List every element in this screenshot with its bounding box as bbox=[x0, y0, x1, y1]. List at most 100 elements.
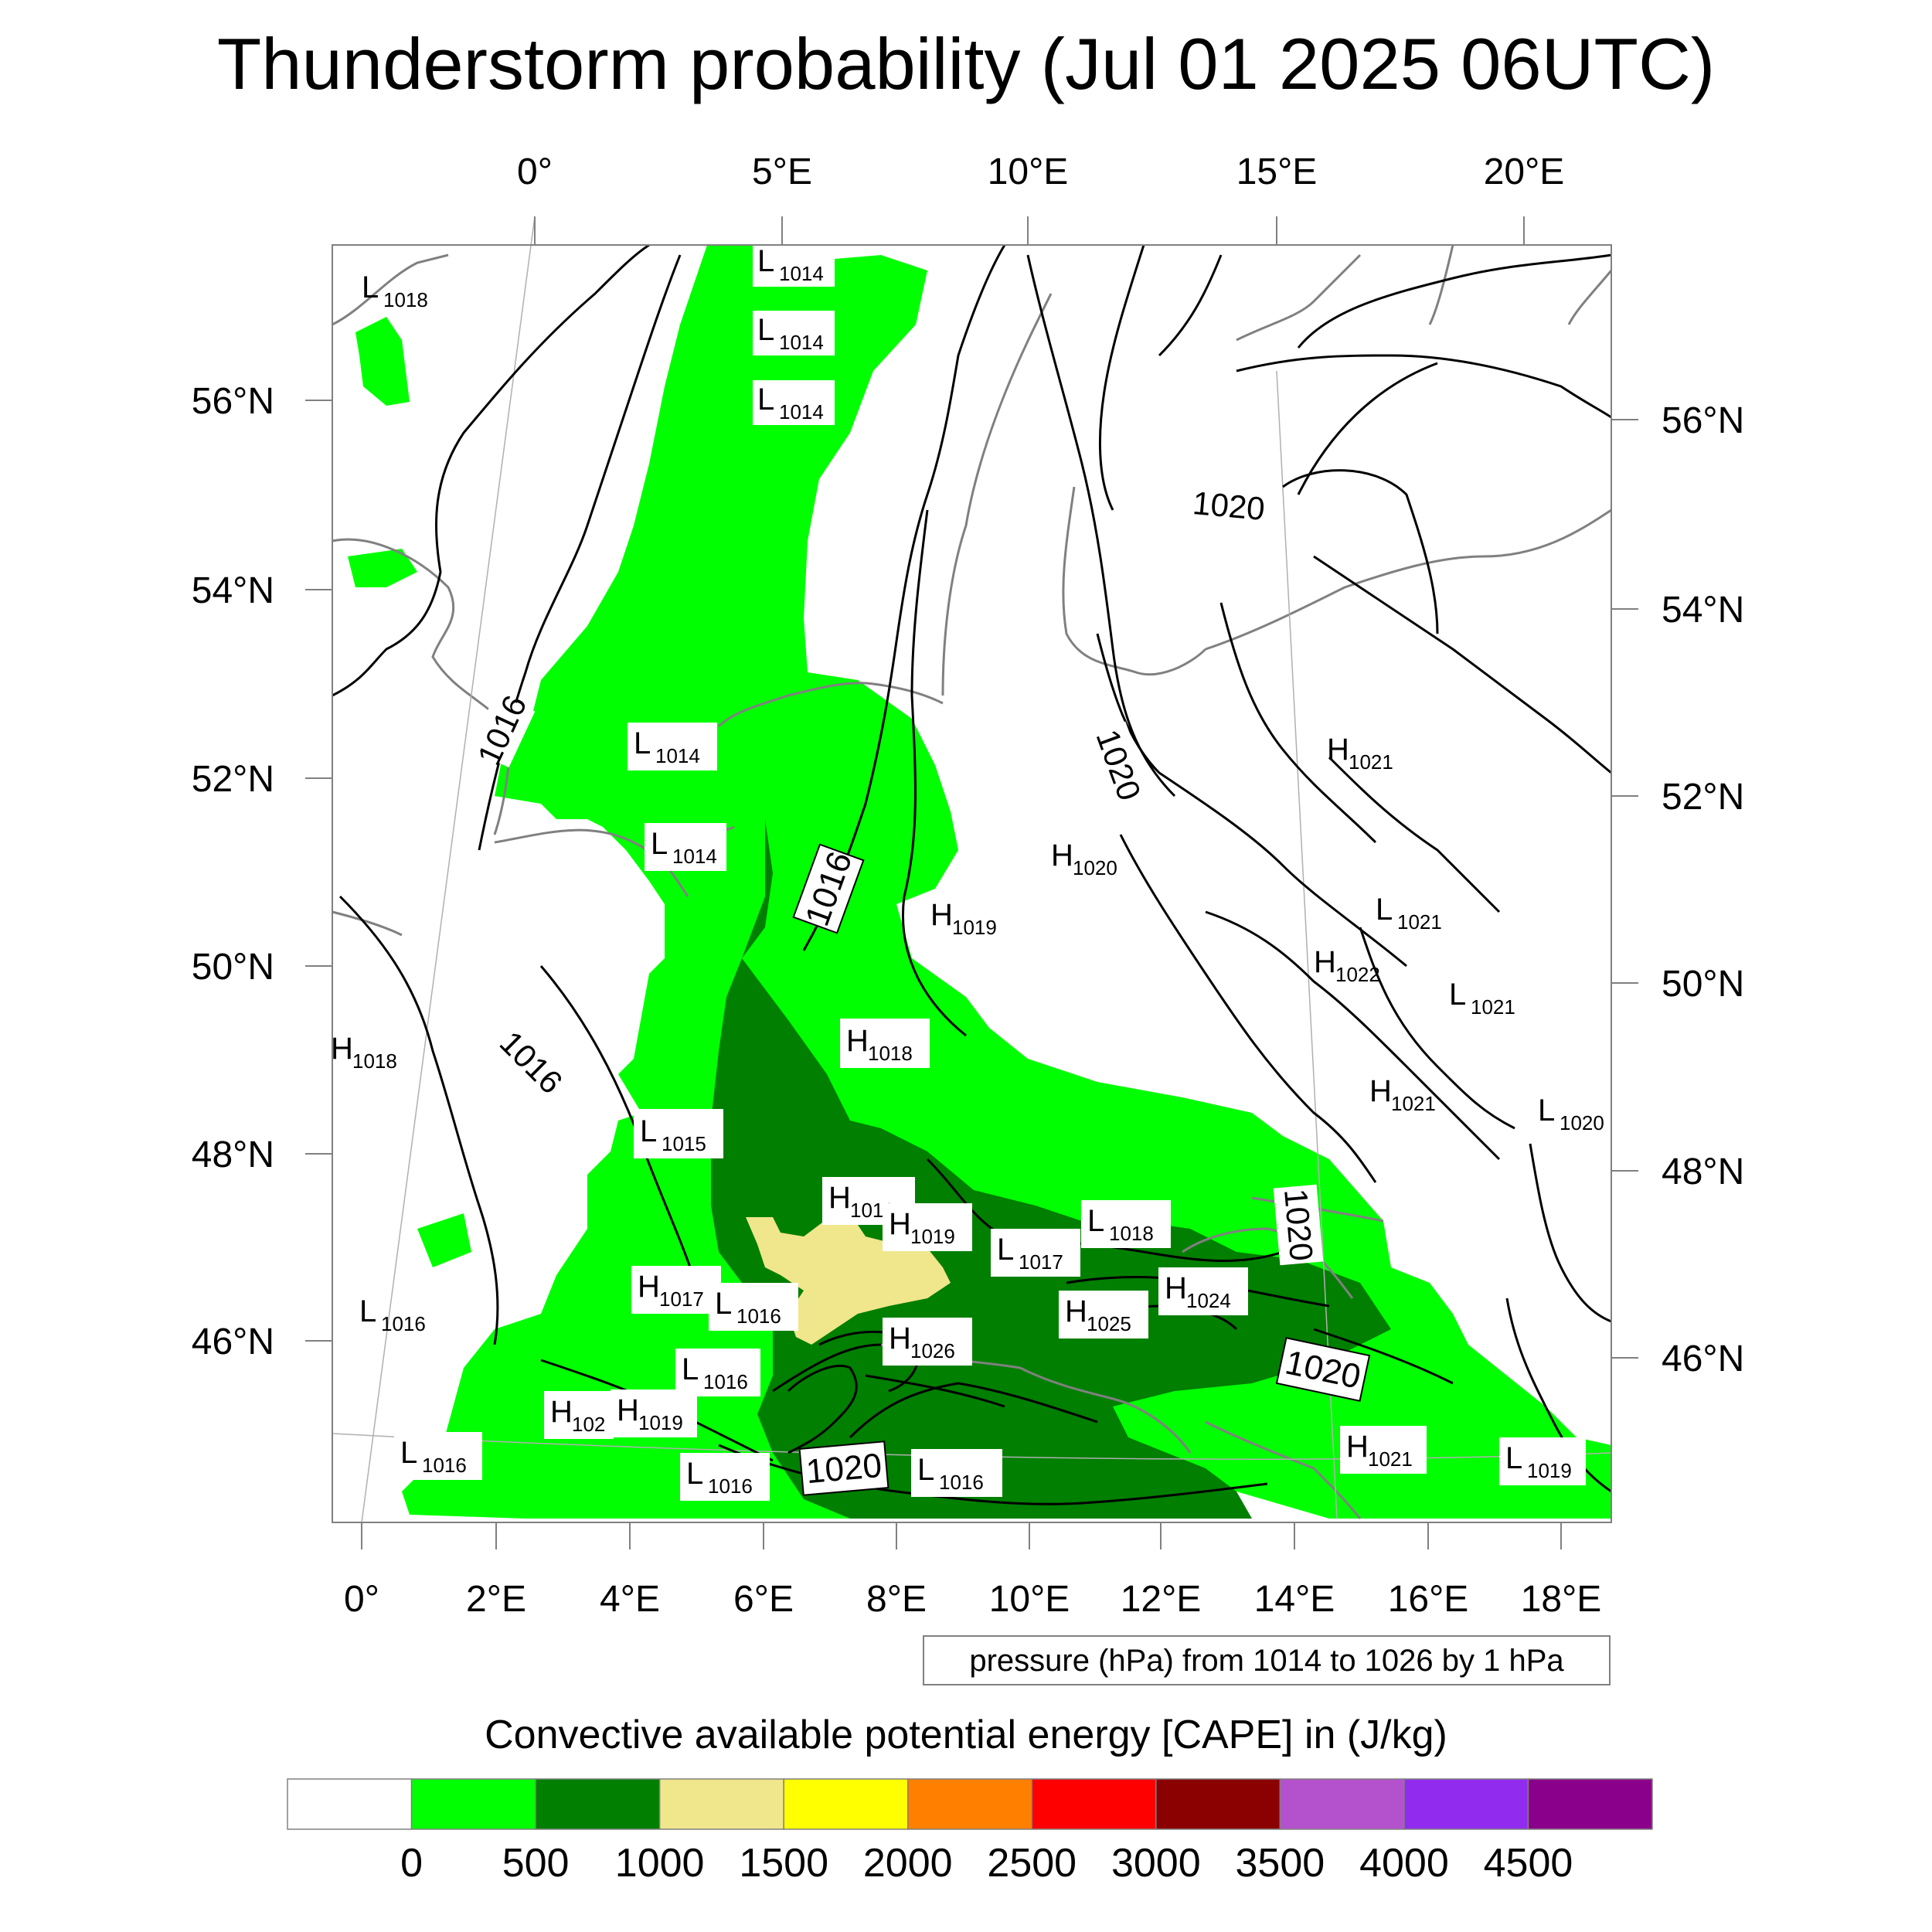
bottom-lon-label: 6°E bbox=[733, 1579, 794, 1620]
pressure-center-value: 1018 bbox=[1109, 1222, 1154, 1245]
colorbar-label: 3000 bbox=[1111, 1841, 1201, 1886]
pressure-center: H 1018 bbox=[331, 1032, 397, 1073]
left-lat-label: 50°N bbox=[192, 947, 274, 988]
right-latitude-labels: 56°N 54°N 52°N 50°N 48°N 46°N bbox=[1662, 400, 1744, 1379]
pressure-center: H 1019 bbox=[930, 898, 997, 939]
colorbar-swatch bbox=[1279, 1778, 1405, 1830]
pressure-center-type: L bbox=[400, 1436, 417, 1470]
pressure-center-type: H bbox=[1327, 733, 1349, 767]
pressure-center-value: 1014 bbox=[779, 400, 824, 423]
pressure-center-value: 1018 bbox=[868, 1042, 913, 1065]
cape-field-0-500-uk bbox=[348, 317, 471, 1267]
pressure-center-type: H bbox=[638, 1270, 660, 1304]
bottom-lon-label: 4°E bbox=[600, 1579, 660, 1620]
pressure-center-value: 102 bbox=[572, 1413, 605, 1436]
pressure-center-type: L bbox=[1538, 1094, 1555, 1128]
pressure-center-type: H bbox=[828, 1181, 851, 1215]
colorbar-label: 2000 bbox=[863, 1841, 953, 1886]
colorbar-label: 4500 bbox=[1484, 1841, 1573, 1886]
pressure-center-value: 1018 bbox=[352, 1049, 397, 1073]
top-lon-label: 0° bbox=[517, 151, 553, 192]
pressure-center: L 1014 bbox=[753, 380, 835, 425]
pressure-center: H 102 bbox=[544, 1391, 614, 1439]
colorbar-swatch bbox=[658, 1778, 784, 1830]
colorbar-labels: 0 500 1000 1500 2000 2500 3000 3500 4000 4500 bbox=[400, 1841, 1573, 1886]
left-lat-label: 48°N bbox=[192, 1134, 274, 1175]
pressure-center-type: L bbox=[715, 1287, 732, 1321]
pressure-center-value: 1019 bbox=[952, 916, 997, 939]
pressure-center-value: 1019 bbox=[638, 1411, 683, 1434]
bottom-lon-label: 0° bbox=[344, 1579, 379, 1620]
colorbar-swatch bbox=[410, 1778, 536, 1830]
pressure-center-type: L bbox=[362, 270, 379, 304]
pressure-center-type: L bbox=[997, 1233, 1014, 1267]
pressure-center: H 1026 bbox=[883, 1318, 972, 1366]
colorbar-label: 2500 bbox=[987, 1841, 1077, 1886]
pressure-center-type: H bbox=[889, 1321, 911, 1355]
pressure-center-value: 1021 bbox=[1391, 1092, 1436, 1115]
pressure-center: L 1014 bbox=[753, 311, 835, 355]
pressure-center-value: 1014 bbox=[655, 744, 700, 767]
colorbar-swatch bbox=[535, 1778, 661, 1830]
pressure-center: H 1021 bbox=[1369, 1074, 1436, 1115]
pressure-center-value: 1021 bbox=[1397, 910, 1442, 934]
pressure-center: H 1020 bbox=[1051, 838, 1117, 879]
isobar-label: 1020 bbox=[1188, 481, 1270, 532]
pressure-center: H 1025 bbox=[1059, 1291, 1148, 1338]
pressure-center-type: H bbox=[550, 1395, 573, 1429]
pressure-center-value: 1016 bbox=[939, 1471, 984, 1494]
pressure-center-value: 1017 bbox=[1019, 1250, 1063, 1274]
colorbar-label: 1000 bbox=[615, 1841, 705, 1886]
pressure-center-type: L bbox=[757, 244, 774, 278]
axis-ticks bbox=[305, 216, 1638, 1549]
pressure-center-value: 1020 bbox=[1560, 1111, 1604, 1134]
pressure-center: H 1018 bbox=[840, 1019, 930, 1068]
pressure-center-value: 1026 bbox=[910, 1339, 955, 1362]
isobar-label-text: 1020 bbox=[1277, 1187, 1320, 1262]
pressure-center-type: L bbox=[686, 1457, 703, 1491]
isobar-label: 1020 bbox=[1084, 721, 1152, 809]
pressure-center: L 1020 bbox=[1538, 1094, 1604, 1134]
map-area: 1016 1016 1016 1020 1020 1020 bbox=[305, 216, 1638, 1549]
left-lat-label: 52°N bbox=[192, 759, 274, 800]
top-lon-label: 10°E bbox=[988, 151, 1069, 192]
pressure-center-value: 1014 bbox=[672, 845, 717, 868]
pressure-center-value: 1017 bbox=[659, 1287, 704, 1311]
bottom-lon-label: 12°E bbox=[1121, 1579, 1202, 1620]
colorbar-swatch bbox=[1403, 1778, 1529, 1830]
pressure-center-type: H bbox=[1346, 1430, 1369, 1464]
top-lon-label: 15°E bbox=[1236, 151, 1318, 192]
right-lat-label: 52°N bbox=[1662, 777, 1744, 818]
pressure-center: H 1024 bbox=[1158, 1267, 1248, 1315]
pressure-center-type: L bbox=[917, 1453, 934, 1487]
pressure-center-value: 1016 bbox=[381, 1312, 426, 1335]
isobar-label-text: 1020 bbox=[1191, 485, 1266, 527]
pressure-center: H 1019 bbox=[611, 1389, 697, 1437]
pressure-center-type: L bbox=[1505, 1441, 1522, 1475]
isobar-label: 1020 bbox=[1275, 1337, 1371, 1402]
pressure-center-type: L bbox=[634, 726, 651, 760]
pressure-center-type: L bbox=[640, 1114, 657, 1148]
isobar-label-group: 1016 1016 1016 1020 1020 1020 bbox=[469, 481, 1371, 1496]
pressure-center-type: L bbox=[682, 1352, 699, 1386]
pressure-center: L 1016 bbox=[911, 1449, 1002, 1497]
pressure-center: H 1019 bbox=[822, 1177, 915, 1225]
bottom-lon-label: 8°E bbox=[866, 1579, 927, 1620]
pressure-center-type: H bbox=[1369, 1074, 1392, 1108]
colorbar-swatch bbox=[1527, 1778, 1653, 1830]
left-lat-label: 46°N bbox=[192, 1321, 274, 1362]
bottom-lon-label: 2°E bbox=[466, 1579, 526, 1620]
colorbar-label: 4000 bbox=[1359, 1841, 1449, 1886]
pressure-center-value: 1014 bbox=[779, 331, 824, 354]
pressure-center: L 1021 bbox=[1449, 978, 1515, 1019]
right-lat-label: 56°N bbox=[1662, 400, 1744, 441]
pressure-center: H 1022 bbox=[1314, 945, 1380, 986]
pressure-center-value: 1015 bbox=[662, 1132, 706, 1155]
pressure-center-type: H bbox=[1314, 945, 1336, 979]
pressure-center-value: 1021 bbox=[1349, 750, 1393, 774]
pressure-center-type: H bbox=[889, 1207, 911, 1241]
top-lon-label: 20°E bbox=[1484, 151, 1565, 192]
colorbar-label: 0 bbox=[400, 1841, 423, 1886]
colorbar-title: Convective available potential energy [C… bbox=[485, 1713, 1447, 1757]
